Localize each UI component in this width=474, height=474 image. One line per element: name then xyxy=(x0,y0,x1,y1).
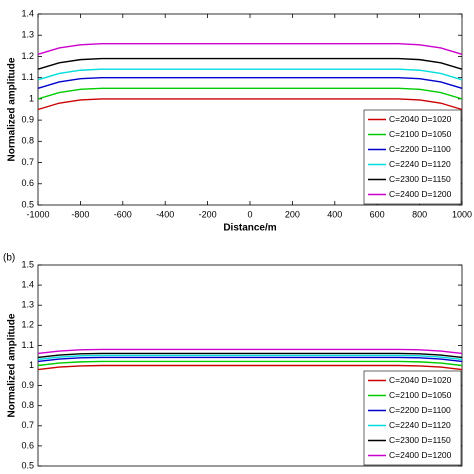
legend-label: C=2200 D=1100 xyxy=(389,405,451,415)
legend-label: C=2100 D=1050 xyxy=(389,390,452,400)
y-tick-label: 0.8 xyxy=(21,400,34,410)
panel-label: (b) xyxy=(3,253,15,264)
y-tick-label: 1 xyxy=(29,93,34,103)
y-tick-label: 0.6 xyxy=(21,440,34,450)
series-line xyxy=(37,348,463,355)
series-line xyxy=(37,43,463,55)
series-line xyxy=(37,352,463,359)
legend-label: C=2240 D=1120 xyxy=(389,159,451,169)
y-tick-label: 0.5 xyxy=(21,199,34,209)
legend-label: C=2040 D=1020 xyxy=(389,375,452,385)
legend-label: C=2040 D=1020 xyxy=(389,114,452,124)
legend-box xyxy=(363,109,462,205)
legend-label: C=2400 D=1200 xyxy=(389,450,452,460)
y-tick-label: 1.3 xyxy=(21,30,34,40)
x-tick-label: 0 xyxy=(247,209,252,219)
y-tick-label: 0.5 xyxy=(21,460,34,470)
y-axis-label: Normalized amplitude xyxy=(7,57,18,161)
x-tick-label: 1000 xyxy=(452,209,472,219)
y-tick-label: 1.4 xyxy=(21,279,34,289)
y-tick-label: 0.6 xyxy=(21,178,34,188)
legend-label: C=2200 D=1100 xyxy=(389,144,451,154)
y-axis-label: Normalized amplitude xyxy=(7,313,18,417)
legend-box xyxy=(363,370,462,466)
series-line xyxy=(37,68,463,81)
series-line xyxy=(37,364,463,371)
series-line xyxy=(37,87,463,100)
x-tick-label: 600 xyxy=(370,209,385,219)
y-tick-label: 1.3 xyxy=(21,300,34,310)
series-line xyxy=(37,354,463,361)
y-tick-label: 1.2 xyxy=(21,51,34,61)
y-tick-label: 0.7 xyxy=(21,157,34,167)
y-tick-label: 1.4 xyxy=(21,8,34,18)
y-tick-label: 0.9 xyxy=(21,380,34,390)
y-tick-label: 1.1 xyxy=(21,340,34,350)
x-axis-label: Distance/m xyxy=(223,223,276,234)
x-tick-label: -400 xyxy=(156,209,174,219)
x-tick-label: 200 xyxy=(285,209,300,219)
x-tick-label: 400 xyxy=(327,209,342,219)
x-tick-label: -1000 xyxy=(26,209,49,219)
y-tick-label: 1 xyxy=(29,360,34,370)
series-line xyxy=(37,356,463,363)
y-tick-label: 0.8 xyxy=(21,136,34,146)
y-tick-label: 1.2 xyxy=(21,320,34,330)
series-line xyxy=(37,76,463,89)
x-tick-label: -800 xyxy=(71,209,89,219)
legend-label: C=2240 D=1120 xyxy=(389,420,451,430)
y-tick-label: 1.1 xyxy=(21,72,34,82)
x-tick-label: -600 xyxy=(114,209,132,219)
legend-label: C=2100 D=1050 xyxy=(389,129,452,139)
y-tick-label: 1.5 xyxy=(21,259,34,269)
legend-label: C=2300 D=1150 xyxy=(389,435,451,445)
series-line xyxy=(37,57,463,70)
series-line xyxy=(37,360,463,367)
y-tick-label: 0.7 xyxy=(21,420,34,430)
series-line xyxy=(37,98,463,111)
legend-label: C=2300 D=1150 xyxy=(389,174,451,184)
x-tick-label: -200 xyxy=(199,209,217,219)
legend-label: C=2400 D=1200 xyxy=(389,189,452,199)
x-tick-label: 800 xyxy=(412,209,427,219)
y-tick-label: 0.9 xyxy=(21,114,34,124)
